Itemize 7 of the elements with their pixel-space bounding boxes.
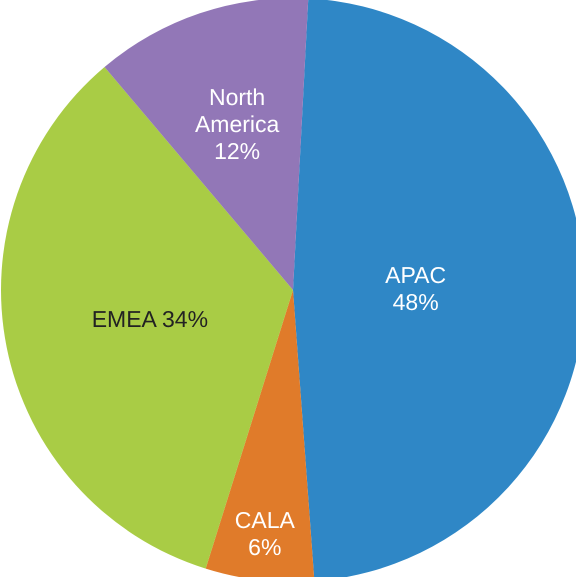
data-label: 6% <box>248 534 282 560</box>
slice-label: APAC <box>385 262 446 288</box>
slice-label: EMEA 34% <box>92 306 208 332</box>
slice-label: North America <box>194 84 280 137</box>
slice-label: CALA <box>234 507 296 534</box>
data-label: 12% <box>214 138 260 164</box>
data-label: 48% <box>392 289 439 316</box>
